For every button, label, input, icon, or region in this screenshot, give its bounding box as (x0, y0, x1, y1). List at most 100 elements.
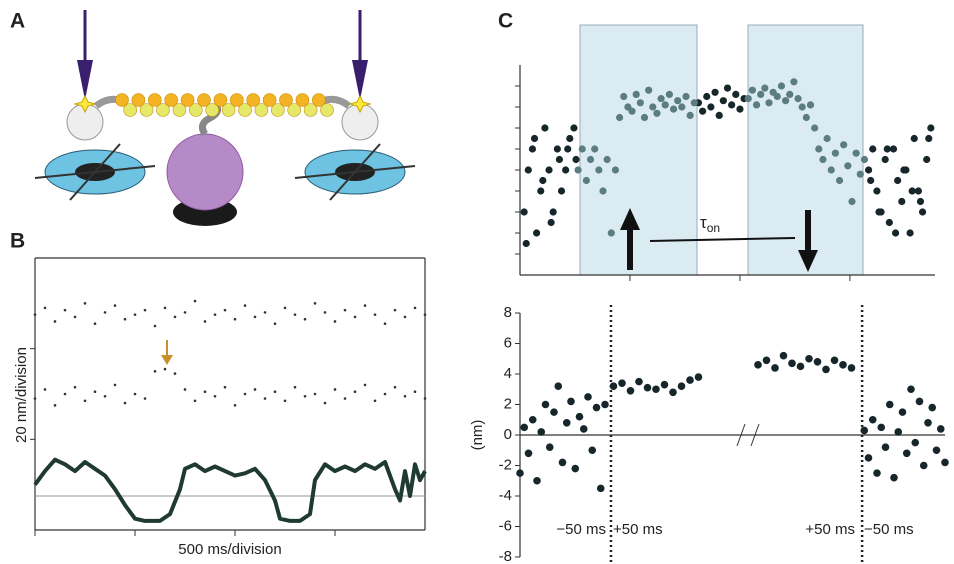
data-point (860, 426, 869, 435)
data-point (343, 308, 347, 312)
data-point (867, 176, 875, 185)
data-point (213, 394, 217, 398)
data-point (773, 92, 781, 101)
data-point (93, 322, 97, 326)
data-point (313, 302, 317, 305)
data-point (223, 308, 227, 312)
data-point (588, 446, 597, 455)
data-point (243, 304, 247, 307)
data-point (856, 170, 864, 178)
data-point (103, 311, 107, 314)
data-point (923, 155, 931, 164)
data-point (715, 111, 723, 119)
data-point (748, 86, 757, 94)
data-point (558, 458, 567, 467)
data-point (524, 166, 532, 174)
data-point (53, 320, 57, 323)
data-point (754, 361, 762, 369)
data-point (877, 423, 886, 432)
data-point (133, 392, 137, 396)
data-point (643, 383, 652, 392)
data-point (848, 197, 856, 206)
data-point (890, 473, 898, 482)
data-point (73, 385, 77, 389)
data-point (632, 90, 640, 98)
data-point (233, 317, 237, 321)
data-point (678, 103, 686, 111)
data-point (253, 388, 257, 391)
data-point (43, 306, 47, 310)
data-point (541, 400, 550, 409)
data-point (941, 458, 949, 467)
data-point (203, 320, 207, 323)
data-point (682, 92, 690, 101)
data-point (813, 358, 822, 366)
data-point (73, 315, 77, 319)
data-point (914, 187, 923, 195)
actin-monomer (279, 93, 293, 107)
annotation: −50 ms (556, 521, 606, 538)
actin-monomer (246, 93, 260, 107)
data-point (736, 105, 744, 113)
data-point (53, 404, 57, 407)
data-point (752, 101, 761, 109)
data-point (533, 476, 541, 485)
data-point (831, 149, 840, 157)
binding-arrow (620, 208, 640, 230)
trace (33, 457, 427, 523)
data-point (273, 390, 277, 394)
laser (352, 60, 368, 100)
data-point (103, 394, 107, 398)
data-point (571, 464, 580, 473)
actin-monomer (131, 93, 146, 107)
data-point (555, 155, 564, 164)
data-point (562, 166, 570, 174)
data-point (423, 397, 427, 400)
data-point (873, 187, 881, 195)
data-point (777, 82, 786, 90)
data-point (313, 392, 317, 396)
data-point (677, 382, 686, 391)
data-point (223, 385, 227, 389)
release-arrow (798, 250, 818, 272)
platform-bead (166, 133, 244, 211)
data-point (293, 313, 297, 316)
trap-axis (329, 143, 381, 201)
data-point (383, 322, 387, 326)
data-point (63, 308, 67, 312)
data-point (554, 382, 563, 391)
data-point (618, 379, 626, 387)
data-point (133, 313, 137, 316)
data-point (928, 403, 937, 412)
y-tick-label: -4 (499, 487, 512, 504)
data-point (699, 107, 707, 115)
data-point (927, 124, 935, 132)
data-point (572, 155, 580, 164)
data-point (303, 394, 307, 398)
data-point (539, 176, 547, 185)
data-point (907, 385, 915, 394)
data-point (233, 404, 237, 407)
data-point (916, 197, 925, 206)
data-point (537, 428, 546, 436)
data-point (805, 354, 813, 363)
data-point (885, 400, 894, 409)
laser (77, 60, 93, 100)
data-point (333, 320, 337, 323)
data-point (626, 386, 635, 395)
data-point (123, 401, 127, 405)
data-point (607, 229, 615, 237)
data-point (779, 351, 788, 360)
panel-label: C (498, 10, 513, 33)
data-point (918, 208, 927, 216)
actin-monomer (205, 103, 219, 117)
data-point (694, 373, 703, 381)
data-point (528, 145, 537, 153)
data-point (595, 166, 603, 174)
data-point (669, 105, 678, 113)
data-point (798, 103, 806, 111)
data-point (163, 306, 167, 310)
tau-symbol: τ (700, 213, 707, 232)
data-point (578, 145, 586, 153)
